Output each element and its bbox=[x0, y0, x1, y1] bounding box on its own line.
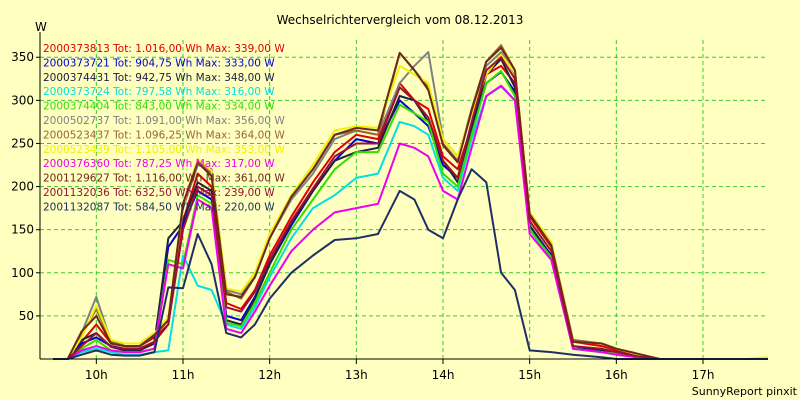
series-line-1 bbox=[53, 64, 768, 360]
axes: 50 100 150 200 250 300 350 10h 11h 12h 13h 14h 15h 16… bbox=[11, 32, 768, 382]
x-tick-label: 17h bbox=[692, 368, 715, 382]
legend-entry-8: 2000523439 Tot: 1.105,00 Wh Max: 353,00 … bbox=[43, 144, 285, 156]
legend-entry-7: 2000523437 Tot: 1.096,25 Wh Max: 364,00 … bbox=[43, 129, 285, 141]
series-line-3 bbox=[53, 58, 768, 360]
legend-entry-5: 2000374404 Tot: 843,00 Wh Max: 334,00 W bbox=[43, 101, 275, 113]
series-line-10 bbox=[53, 46, 768, 360]
series-line-11 bbox=[53, 56, 768, 360]
x-tick-label: 11h bbox=[172, 368, 195, 382]
legend: 2000373813 Tot: 1.016,00 Wh Max: 339,00 … bbox=[43, 43, 285, 213]
credit-label: SunnyReport pinxit bbox=[692, 385, 798, 398]
series-line-9 bbox=[53, 84, 768, 360]
x-tick-label: 13h bbox=[345, 368, 368, 382]
x-tick-label: 15h bbox=[518, 368, 541, 382]
y-tick-label: 100 bbox=[11, 266, 34, 280]
legend-entry-10: 2001129627 Tot: 1.116,00 Wh Max: 361,00 … bbox=[43, 173, 285, 185]
legend-entry-6: 2000502737 Tot: 1.091,00 Wh Max: 356,00 … bbox=[43, 115, 285, 127]
legend-entry-3: 2000374431 Tot: 942,75 Wh Max: 348,00 W bbox=[43, 72, 275, 84]
y-tick-label: 200 bbox=[11, 180, 34, 194]
x-tick-label: 10h bbox=[85, 368, 108, 382]
series-line-12 bbox=[53, 168, 768, 360]
x-tick-label: 14h bbox=[432, 368, 455, 382]
legend-entry-1: 2000373813 Tot: 1.016,00 Wh Max: 339,00 … bbox=[43, 43, 285, 55]
legend-entry-9: 2000376360 Tot: 787,25 Wh Max: 317,00 W bbox=[43, 158, 275, 170]
series-lines bbox=[53, 44, 769, 360]
y-tick-label: 350 bbox=[11, 50, 34, 64]
chart-title: Wechselrichtervergleich vom 08.12.2013 bbox=[277, 13, 524, 27]
y-axis-unit: W bbox=[35, 20, 47, 34]
y-tick-label: 50 bbox=[19, 309, 34, 323]
legend-entry-12: 2001132087 Tot: 584,50 Wh Max: 220,00 W bbox=[43, 201, 275, 213]
y-tick-label: 150 bbox=[11, 223, 34, 237]
legend-entry-4: 2000373724 Tot: 797,58 Wh Max: 316,00 W bbox=[43, 86, 275, 98]
x-tick-label: 16h bbox=[605, 368, 628, 382]
legend-entry-2: 2000373721 Tot: 904,75 Wh Max: 333,00 W bbox=[43, 57, 275, 69]
x-tick-label: 12h bbox=[258, 368, 281, 382]
legend-entry-11: 2001132036 Tot: 632,50 Wh Max: 239,00 W bbox=[43, 187, 275, 199]
y-tick-label: 250 bbox=[11, 136, 34, 150]
y-tick-label: 300 bbox=[11, 93, 34, 107]
